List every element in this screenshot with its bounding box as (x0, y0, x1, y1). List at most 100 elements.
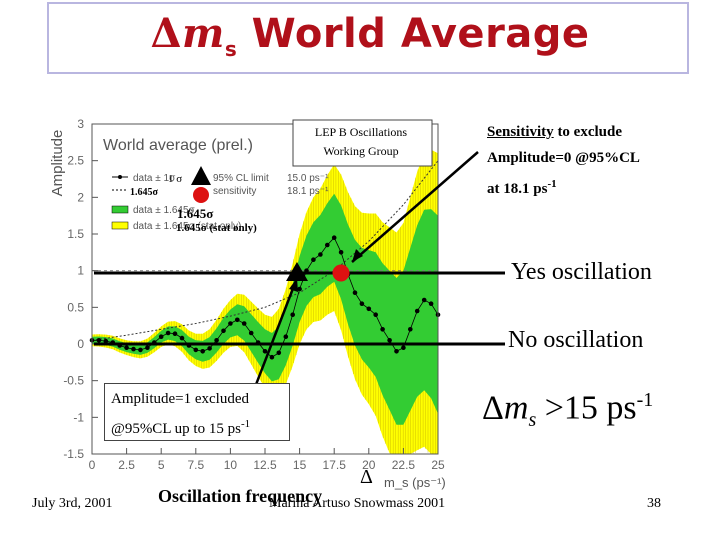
overlay-big-1645: 1.645σ (177, 206, 213, 221)
page-number: 38 (647, 496, 661, 511)
legend-1645-swatch (111, 205, 129, 214)
data-point (380, 327, 385, 332)
sensitivity-note: Sensitivity to exclude Amplitude=0 @95%C… (487, 119, 640, 202)
exclusion-exponent: -1 (240, 418, 251, 430)
sensitivity-exponent: -1 (547, 178, 557, 190)
plot-layer (89, 149, 441, 454)
sensitivity-pointer (351, 151, 479, 263)
data-point (138, 347, 143, 353)
title-sub: s (224, 37, 238, 61)
y-tick-label: -0.5 (63, 374, 84, 388)
data-point (325, 242, 330, 248)
data-point (235, 317, 240, 323)
data-point (214, 338, 219, 343)
data-point (124, 345, 129, 351)
data-point (103, 338, 109, 344)
data-point (283, 334, 289, 340)
data-point (221, 328, 226, 334)
data-point (318, 252, 323, 257)
y-tick-label: 2 (77, 190, 84, 204)
sensitivity-line2: Amplitude=0 @95%CL (487, 150, 640, 166)
x-tick-label: 0 (89, 458, 96, 472)
legend-1sigma-dot (118, 175, 122, 179)
exclusion-line2: @95%CL up to 15 ps (111, 421, 241, 437)
exclusion-box: Amplitude=1 excluded @95%CL up to 15 ps-… (104, 383, 290, 441)
footer-date: July 3rd, 2001 (32, 496, 113, 511)
limit-triangle-marker (286, 262, 308, 281)
overlay-1sigma: 1 σ (168, 173, 182, 185)
data-point (394, 349, 399, 354)
data-point (262, 349, 268, 354)
exclusion-line1: Amplitude=1 excluded (111, 391, 250, 407)
data-point (269, 354, 275, 360)
result-m: m (503, 389, 529, 427)
data-point (131, 346, 136, 352)
x-tick-label: 22.5 (392, 458, 416, 472)
data-point (373, 312, 379, 318)
legend-sensitivity-text: sensitivity (213, 186, 256, 197)
no-oscillation-label: No oscillation (508, 327, 644, 353)
data-point (165, 330, 171, 336)
sensitivity-curve (91, 160, 439, 341)
x-tick-label: 7.5 (187, 458, 204, 472)
title-delta: Δ (150, 10, 182, 57)
y-tick-label: 3 (77, 117, 84, 131)
freq-delta: Δ (360, 466, 373, 488)
legend-95cl-value: 15.0 ps⁻¹ (287, 173, 329, 184)
x-tick-label: 17.5 (323, 458, 347, 472)
legend-stat-text: data ± 1.645σ (stat only) (133, 221, 241, 232)
y-axis-label: Amplitude (49, 130, 66, 197)
legend-1645-text: data ± 1.645σ (133, 205, 196, 216)
overlay-triangle-marker (191, 166, 211, 185)
x-tick-label: 5 (158, 458, 165, 472)
data-point (408, 327, 413, 332)
data-point (276, 350, 282, 356)
legend-sensitivity-value: 18.1 ps⁻¹ (287, 186, 329, 197)
y-tick-label: 2.5 (67, 154, 84, 168)
legend: data ± 1σ 95% CL limit 15.0 ps⁻¹ sensiti… (111, 166, 329, 234)
data-point (145, 345, 150, 351)
lep-label-line1: LEP B Oscillations (315, 125, 408, 139)
y-tick-label: 1.5 (67, 227, 84, 241)
overlay-1645: 1.645σ (130, 187, 159, 198)
y-tick-label: -1.5 (63, 447, 84, 461)
axes-layer: 0 2.5 5 7.5 10 12.5 15 17.5 20 22.5 25 3 2.5 2 1.5 1 0.5… (63, 117, 445, 472)
data-point (359, 301, 365, 307)
data-point (248, 330, 254, 336)
chart-inner-title: World average (prel.) (103, 137, 253, 154)
data-point (311, 257, 316, 263)
result-sub: s (528, 409, 537, 432)
x-tick-label: 25 (431, 458, 445, 472)
result-label: Δms >15 ps-1 (482, 389, 653, 432)
data-point (331, 235, 337, 240)
yes-oscillation-label: Yes oscillation (511, 259, 652, 285)
data-point (401, 345, 406, 351)
legend-1sigma-text: data ± 1σ (133, 173, 176, 184)
data-point (428, 301, 434, 307)
limit-pointer (250, 277, 299, 396)
data-point (366, 306, 372, 312)
x-tick-label: 2.5 (118, 458, 135, 472)
y-tick-label: -1 (73, 410, 84, 424)
lep-label-line2: Working Group (323, 144, 398, 158)
data-point (387, 338, 392, 343)
data-point (421, 297, 427, 303)
overlay-stat: 1.645σ (stat only) (176, 222, 257, 234)
data-point (290, 312, 296, 318)
sensitivity-rest: to exclude (553, 124, 623, 140)
data-point (200, 349, 205, 354)
sensitivity-word: Sensitivity (487, 124, 554, 140)
data-point (352, 290, 358, 296)
sensitivity-pointer-head (352, 249, 363, 262)
lep-box (292, 119, 433, 167)
data-point (207, 346, 212, 351)
x-tick-label: 15 (293, 458, 307, 472)
footer-author: Marina Artuso Snowmass 2001 (269, 496, 446, 511)
data-point (172, 331, 178, 337)
x-tick-label: 12.5 (253, 458, 277, 472)
data-point (179, 335, 185, 341)
data-point (241, 321, 247, 326)
x-tick-label: 10 (224, 458, 238, 472)
sensitivity-circle-marker (332, 264, 350, 282)
data-point (338, 250, 344, 255)
